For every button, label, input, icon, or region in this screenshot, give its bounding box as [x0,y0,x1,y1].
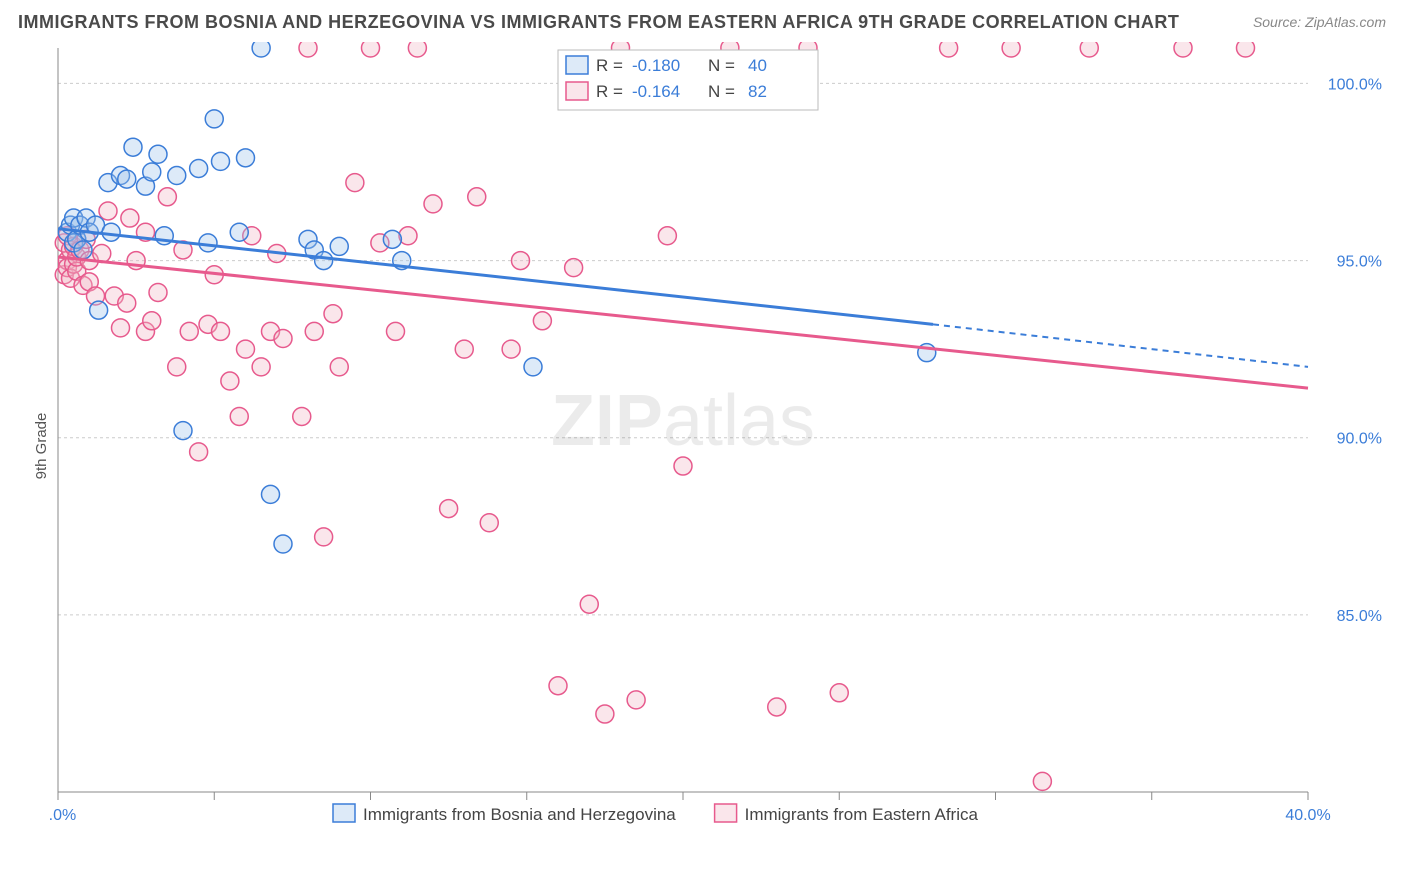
data-point [1033,772,1051,790]
data-point [455,340,473,358]
data-point [940,42,958,57]
data-point [149,145,167,163]
data-point [212,152,230,170]
y-tick-label: 100.0% [1328,76,1382,93]
data-point [1002,42,1020,57]
data-point [90,301,108,319]
data-point [565,259,583,277]
data-point [480,514,498,532]
legend-r-value: -0.164 [632,82,680,101]
data-point [299,42,317,57]
data-point [118,294,136,312]
data-point [99,202,117,220]
data-point [387,322,405,340]
x-tick-label: 0.0% [48,807,76,824]
data-point [112,319,130,337]
y-tick-label: 90.0% [1337,431,1382,448]
regression-line [58,229,933,325]
data-point [424,195,442,213]
legend-r-label: R = [596,82,623,101]
data-point [330,358,348,376]
data-point [512,252,530,270]
chart-area: 85.0% 90.0% 95.0% 100.0% 0.0% 40.0% ZIPatlas R … [48,42,1388,842]
data-point [102,223,120,241]
data-point [383,230,401,248]
legend-n-label: N = [708,82,735,101]
data-point [74,241,92,259]
data-point [1080,42,1098,57]
source-attribution: Source: ZipAtlas.com [1253,14,1386,30]
data-point [468,188,486,206]
data-point [596,705,614,723]
legend-n-label: N = [708,56,735,75]
data-point [230,407,248,425]
data-point [533,312,551,330]
data-point [124,138,142,156]
data-point [143,312,161,330]
data-point [305,322,323,340]
data-point [1174,42,1192,57]
data-point [143,163,161,181]
data-point [199,234,217,252]
scatter-plot-svg: 85.0% 90.0% 95.0% 100.0% 0.0% 40.0% ZIPatlas R … [48,42,1388,842]
data-point [362,42,380,57]
data-point [221,372,239,390]
data-point [502,340,520,358]
data-point [658,227,676,245]
data-point [674,457,692,475]
data-point [230,223,248,241]
data-point [315,528,333,546]
data-point [627,691,645,709]
data-point [324,305,342,323]
data-point [168,358,186,376]
data-point [293,407,311,425]
legend-swatch [715,804,737,822]
data-point [174,422,192,440]
data-point [346,174,364,192]
legend-r-value: -0.180 [632,56,680,75]
legend-n-value: 82 [748,82,767,101]
data-point [158,188,176,206]
data-point [768,698,786,716]
data-point [190,159,208,177]
chart-title: IMMIGRANTS FROM BOSNIA AND HERZEGOVINA V… [18,12,1179,33]
data-point [205,110,223,128]
data-point [168,167,186,185]
data-point [315,252,333,270]
data-point [121,209,139,227]
data-point [580,595,598,613]
y-tick-label: 85.0% [1337,608,1382,625]
data-point [237,340,255,358]
data-point [274,535,292,553]
watermark: ZIPatlas [551,381,815,461]
data-point [830,684,848,702]
data-point [408,42,426,57]
data-point [149,283,167,301]
legend-n-value: 40 [748,56,767,75]
data-point [274,330,292,348]
data-point [524,358,542,376]
data-point [252,358,270,376]
legend-swatch [333,804,355,822]
data-point [549,677,567,695]
data-point [262,485,280,503]
legend-series-label: Immigrants from Eastern Africa [745,805,979,824]
data-point [190,443,208,461]
regression-line-extend [933,324,1308,367]
legend-swatch [566,82,588,100]
data-point [1237,42,1255,57]
x-tick-label: 40.0% [1285,807,1330,824]
data-point [330,237,348,255]
legend-r-label: R = [596,56,623,75]
data-point [212,322,230,340]
legend-series-label: Immigrants from Bosnia and Herzegovina [363,805,676,824]
data-point [440,500,458,518]
y-tick-label: 95.0% [1337,254,1382,271]
regression-line [58,257,1308,388]
data-point [252,42,270,57]
data-point [118,170,136,188]
data-point [237,149,255,167]
data-point [180,322,198,340]
legend-swatch [566,56,588,74]
